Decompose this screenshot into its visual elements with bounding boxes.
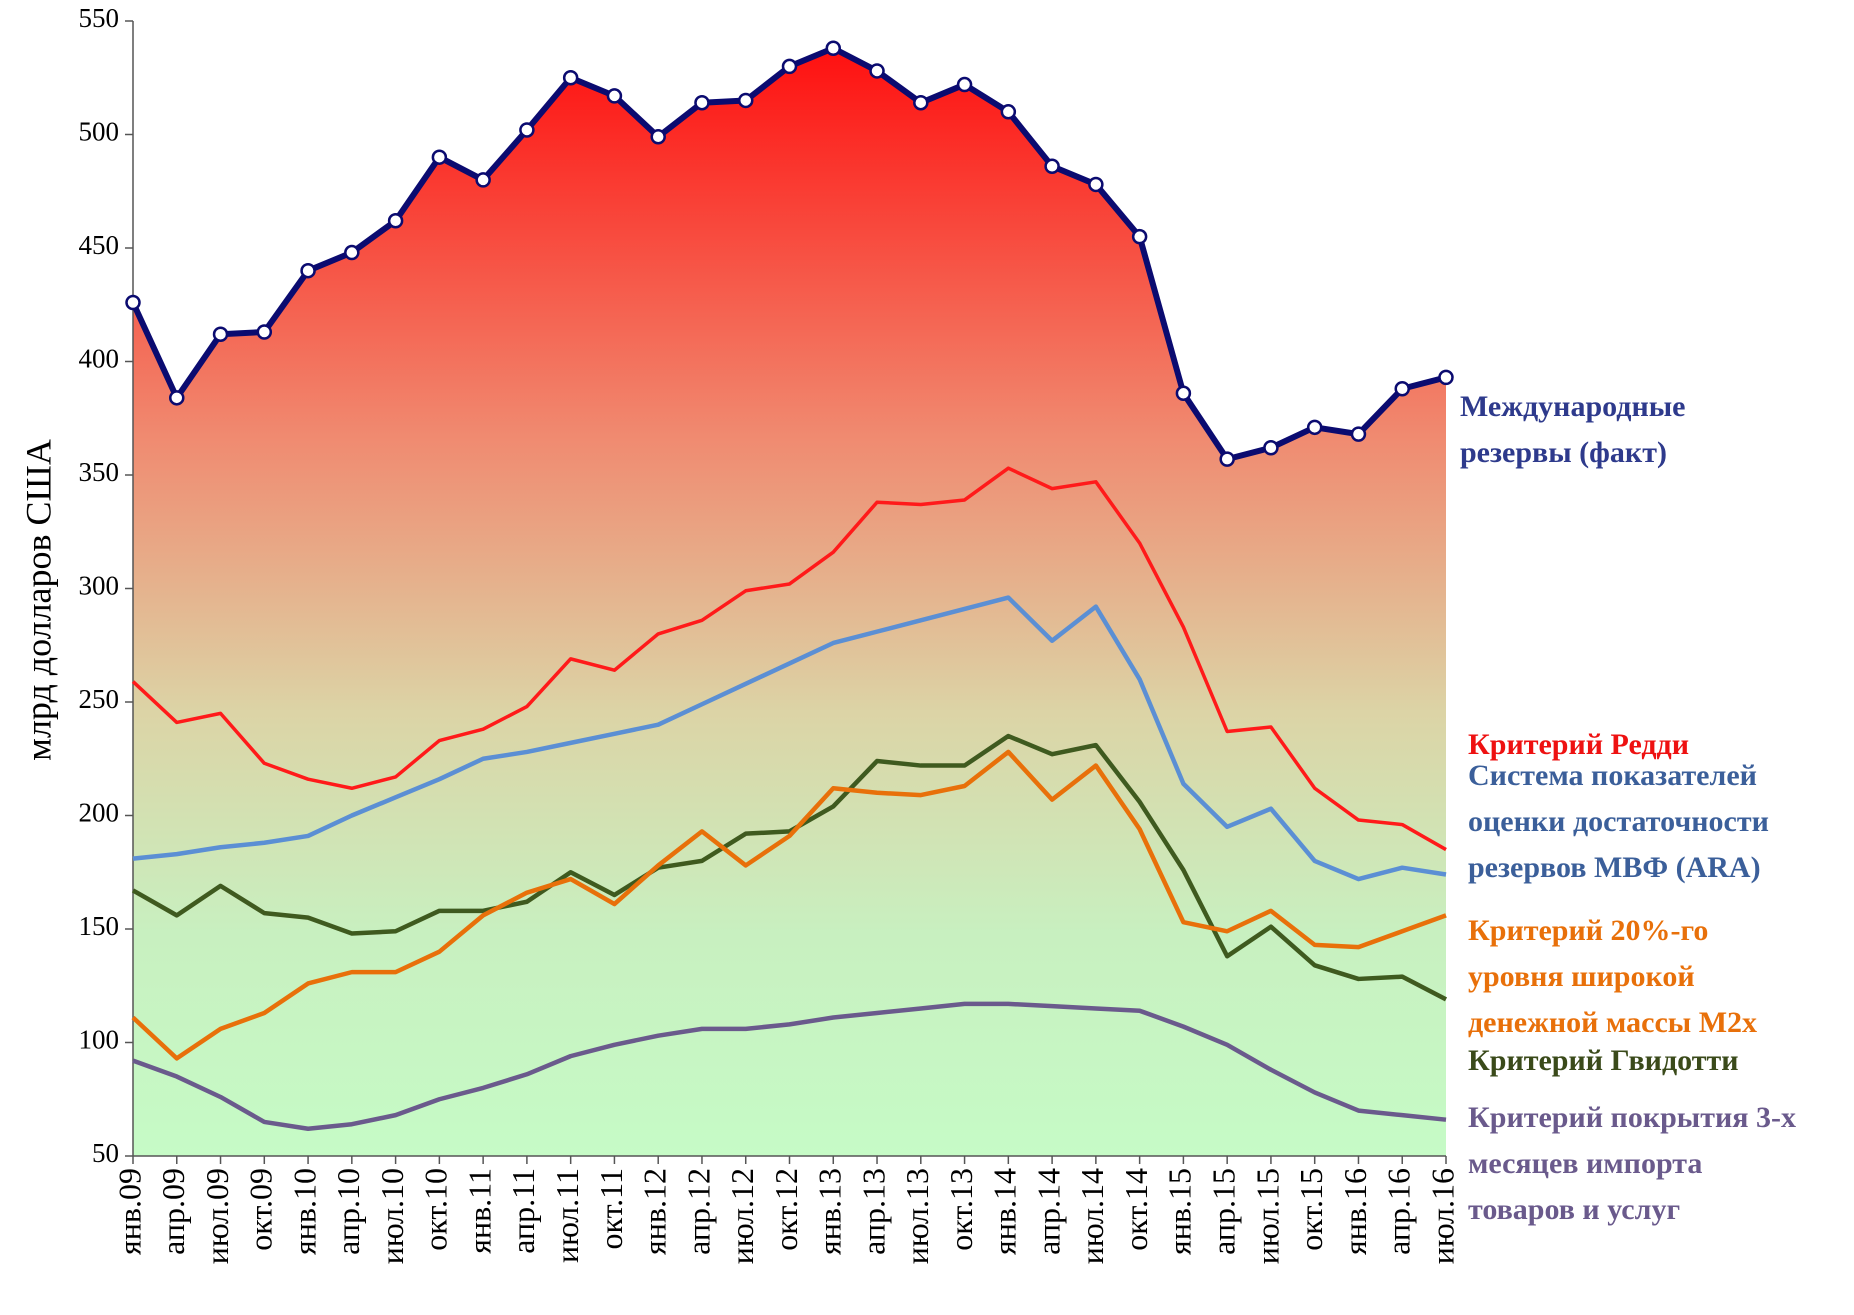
- x-tick-label: апр.10: [330, 1168, 366, 1255]
- y-tick-label: 250: [79, 684, 120, 714]
- x-tick-label: июл.12: [724, 1168, 760, 1264]
- x-tick-label: окт.15: [1293, 1168, 1329, 1251]
- marker: [956, 76, 973, 93]
- x-tick-label: июл.11: [549, 1168, 585, 1263]
- marker: [1088, 176, 1104, 193]
- marker: [606, 88, 623, 104]
- x-tick-label: июл.16: [1424, 1168, 1460, 1264]
- x-tick-label: июл.10: [374, 1168, 410, 1264]
- series-line: [131, 733, 1448, 1002]
- y-axis-label: млрд долларов США: [18, 439, 58, 761]
- x-tick-label: апр.13: [855, 1168, 891, 1255]
- x-tick-label: июл.14: [1074, 1168, 1110, 1264]
- legend-label: Критерий Редди: [1468, 728, 1690, 761]
- x-tick-label: янв.15: [1162, 1168, 1198, 1255]
- x-tick-label: июл.13: [899, 1168, 935, 1264]
- x-tick-label: янв.16: [1337, 1168, 1373, 1255]
- x-tick-label: окт.10: [418, 1168, 454, 1251]
- x-tick-label: окт.11: [593, 1168, 629, 1250]
- x-tick-label: янв.11: [461, 1168, 497, 1254]
- x-tick-label: июл.15: [1249, 1168, 1285, 1264]
- x-tick-label: апр.09: [155, 1168, 191, 1255]
- y-tick-label: 550: [79, 3, 120, 33]
- series-line: [131, 466, 1447, 852]
- marker: [1131, 228, 1148, 245]
- marker: [562, 70, 579, 86]
- x-tick-label: апр.15: [1206, 1168, 1242, 1255]
- marker: [1394, 380, 1410, 397]
- y-tick-label: 400: [79, 344, 120, 374]
- y-tick-label: 50: [92, 1138, 119, 1168]
- y-tick-label: 100: [79, 1025, 120, 1055]
- marker: [519, 122, 535, 138]
- area-fill: [133, 48, 1446, 1157]
- marker: [1219, 451, 1235, 467]
- marker: [781, 58, 798, 75]
- x-tick-label: янв.12: [637, 1168, 673, 1255]
- marker: [869, 63, 885, 79]
- marker: [825, 40, 842, 56]
- x-tick-label: окт.09: [243, 1168, 279, 1251]
- marker: [387, 213, 404, 229]
- series-line: [132, 1001, 1447, 1132]
- marker: [169, 390, 185, 406]
- x-tick-label: июл.09: [199, 1168, 235, 1264]
- marker: [344, 244, 360, 261]
- marker: [694, 94, 710, 111]
- marker: [1438, 369, 1454, 386]
- marker: [125, 294, 141, 311]
- marker: [1175, 385, 1192, 402]
- marker: [475, 172, 491, 188]
- x-tick-label: окт.12: [768, 1168, 804, 1251]
- legend-label: Критерий 20%-го уровня широкой денежной …: [1468, 914, 1758, 1039]
- marker: [212, 326, 229, 343]
- y-tick-label: 200: [79, 798, 120, 828]
- x-tick-label: окт.13: [943, 1168, 979, 1251]
- x-tick-label: апр.14: [1030, 1168, 1066, 1255]
- legend-label: Международные резервы (факт): [1460, 390, 1686, 469]
- y-tick-label: 150: [79, 911, 120, 941]
- legend-label: Критерий Гвидотти: [1468, 1044, 1739, 1077]
- x-tick-label: апр.16: [1381, 1168, 1417, 1255]
- x-tick-label: янв.13: [812, 1168, 848, 1255]
- x-tick-label: окт.14: [1118, 1168, 1154, 1251]
- marker: [650, 129, 666, 145]
- marker: [1044, 158, 1060, 175]
- series-line: [132, 595, 1447, 882]
- marker: [300, 262, 316, 279]
- x-tick-label: янв.14: [987, 1168, 1023, 1255]
- series-line: [131, 749, 1447, 1061]
- x-tick-label: апр.12: [680, 1168, 716, 1255]
- marker: [1350, 426, 1367, 442]
- x-tick-label: янв.09: [111, 1168, 147, 1255]
- marker: [1263, 440, 1279, 456]
- y-tick-label: 500: [79, 117, 120, 147]
- marker: [1306, 419, 1323, 436]
- y-tick-label: 450: [79, 230, 120, 260]
- x-tick-label: янв.10: [286, 1168, 322, 1255]
- marker: [913, 94, 929, 111]
- x-tick-label: апр.11: [505, 1168, 541, 1254]
- y-tick-label: 350: [79, 457, 120, 487]
- marker: [431, 149, 448, 165]
- marker: [737, 92, 754, 109]
- legend-label: Система показателей оценки достаточности…: [1468, 759, 1769, 884]
- marker: [256, 324, 273, 340]
- legend-label: Критерий покрытия 3-х месяцев импорта то…: [1468, 1101, 1796, 1226]
- y-tick-label: 300: [79, 571, 120, 601]
- marker: [1000, 104, 1017, 120]
